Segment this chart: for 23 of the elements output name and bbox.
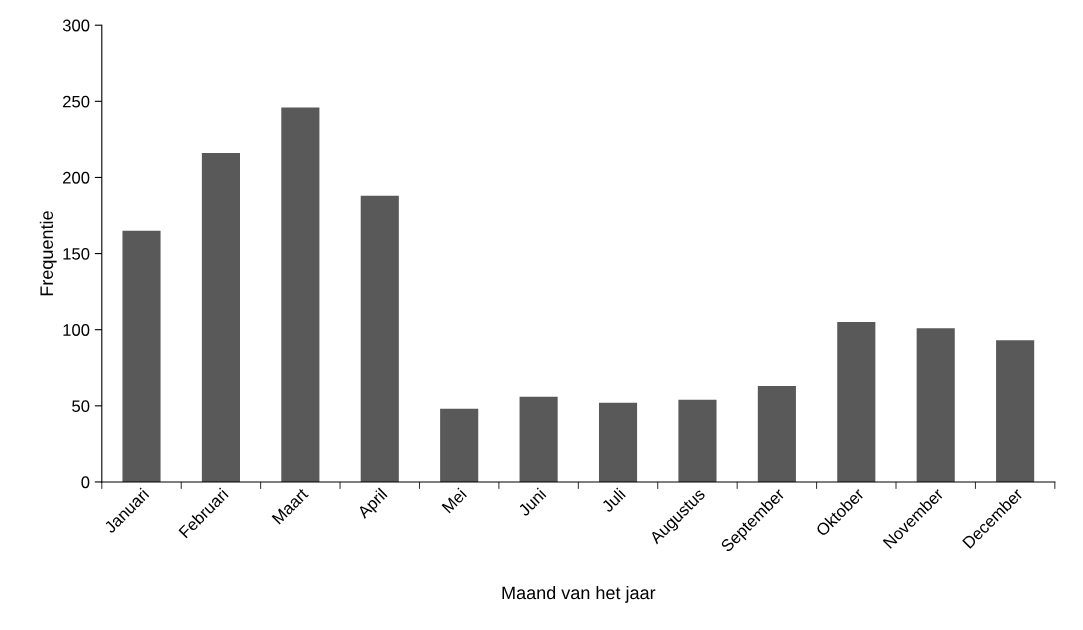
bar (201, 153, 240, 482)
bar (916, 328, 955, 482)
y-tick-label: 300 (62, 19, 90, 32)
bar (996, 340, 1035, 482)
bar (837, 322, 876, 482)
y-axis-title: Frequentie (39, 211, 57, 296)
y-tick-label: 100 (63, 324, 90, 336)
x-axis-title: Maand van het jaar (502, 586, 656, 603)
y-tick-label: 0 (81, 476, 90, 489)
y-tick-label: 50 (72, 400, 90, 413)
x-tick-label: Mei (441, 487, 468, 514)
bar (360, 195, 399, 482)
x-tick-label: Juli (600, 487, 626, 513)
bar (757, 386, 796, 482)
bar (122, 230, 161, 482)
bar (519, 396, 558, 482)
bar (440, 408, 479, 482)
y-tick-label: 250 (63, 95, 90, 108)
y-tick-label: 150 (63, 247, 90, 260)
bar (678, 399, 717, 482)
bar (281, 107, 320, 482)
y-tick-label: 200 (63, 171, 90, 184)
bar (598, 402, 638, 482)
